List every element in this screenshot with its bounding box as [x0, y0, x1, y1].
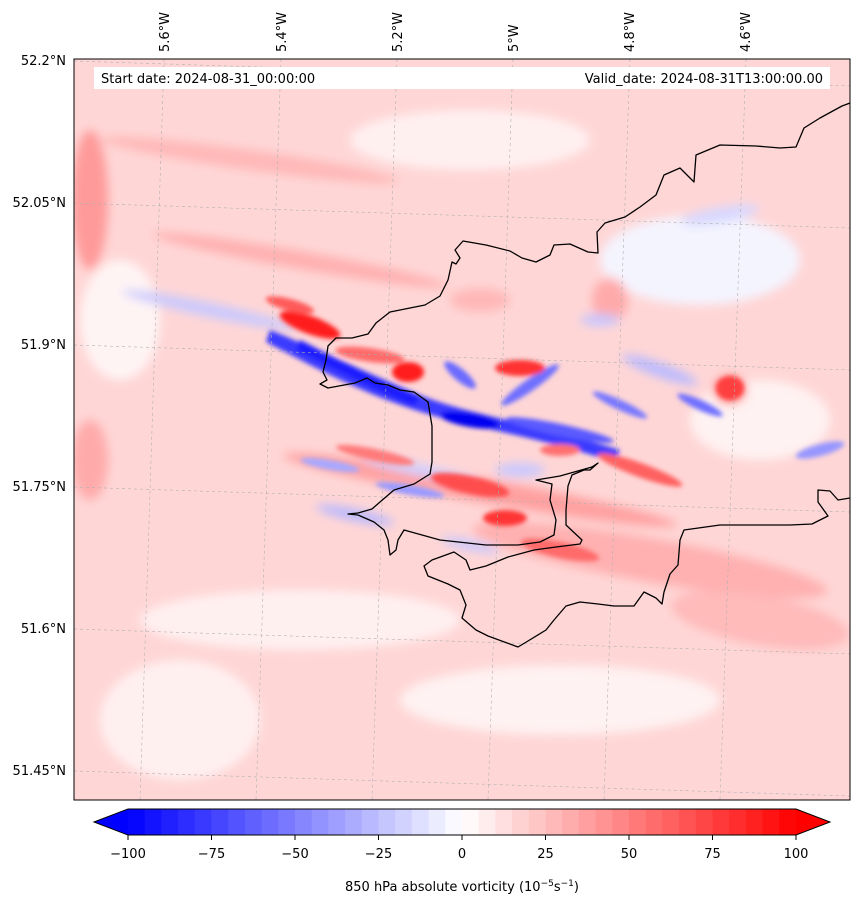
colorbar-segment [261, 809, 279, 835]
colorbar-segment [428, 809, 446, 835]
colorbar-segment [345, 809, 363, 835]
colorbar-segment [144, 809, 162, 835]
lat-tick-label: 52.2°N [21, 54, 66, 69]
colorbar-segment [295, 809, 313, 835]
colorbar-segment [562, 809, 580, 835]
colorbar-segment [478, 809, 496, 835]
colorbar-segments [128, 809, 797, 835]
colorbar-segment [578, 809, 597, 835]
colorbar-tick-label: −25 [365, 847, 392, 862]
colorbar-label: 850 hPa absolute vorticity (10−5s−1) [345, 879, 579, 895]
colorbar-segment [361, 809, 379, 835]
colorbar-segment [629, 809, 647, 835]
colorbar-tick-label: 100 [784, 847, 809, 862]
coastline [319, 102, 850, 648]
colorbar-tick-label: 75 [704, 847, 721, 862]
lon-tick-label: 5°W [507, 24, 522, 52]
lat-tick-label: 51.9°N [21, 338, 66, 353]
lon-tick-label: 5.6°W [158, 12, 173, 52]
colorbar-tick-label: 50 [621, 847, 638, 862]
colorbar-segment [695, 809, 713, 835]
colorbar-segment [395, 809, 413, 835]
colorbar-segment [278, 809, 296, 835]
colorbar-segment [178, 809, 196, 835]
colorbar-segment [679, 809, 697, 835]
colorbar-tick-labels: −100 −75 −50 −25 0 25 50 75 100 [110, 847, 808, 862]
colorbar-segment [595, 809, 613, 835]
colorbar-segment [311, 809, 329, 835]
colorbar-extend-low [94, 809, 128, 835]
colorbar-segment [712, 809, 730, 835]
latitude-tick-labels: 52.2°N 52.05°N 51.9°N 51.75°N 51.6°N 51.… [13, 54, 66, 779]
colorbar: −100 −75 −50 −25 0 25 50 75 100 850 hPa … [92, 808, 832, 895]
colorbar-extend-high [796, 809, 830, 835]
colorbar-segment [244, 809, 263, 835]
longitude-tick-labels: 5.6°W 5.4°W 5.2°W 5°W 4.8°W 4.6°W [158, 12, 754, 52]
colorbar-tick-label: 25 [537, 847, 554, 862]
lon-tick-label: 4.6°W [739, 12, 754, 52]
colorbar-segment [194, 809, 212, 835]
colorbar-tick-marks [127, 835, 797, 840]
colorbar-tick-label: −50 [281, 847, 308, 862]
colorbar-segment [462, 809, 480, 835]
colorbar-segment [128, 809, 146, 835]
start-date-label: Start date: 2024-08-31_00:00:00 [101, 72, 315, 87]
colorbar-segment [612, 809, 630, 835]
lon-tick-label: 5.4°W [275, 12, 290, 52]
colorbar-segment [512, 809, 530, 835]
colorbar-segment [745, 809, 764, 835]
colorbar-segment [228, 809, 246, 835]
colorbar-segment [445, 809, 463, 835]
date-banner-background [94, 67, 830, 89]
colorbar-tick-label: −100 [110, 847, 146, 862]
colorbar-segment [495, 809, 513, 835]
valid-date-label: Valid_date: 2024-08-31T13:00:00.00 [585, 72, 823, 87]
colorbar-segment [528, 809, 546, 835]
colorbar-segment [211, 809, 229, 835]
lat-tick-label: 51.6°N [21, 622, 66, 637]
lon-tick-label: 5.2°W [391, 12, 406, 52]
lat-tick-label: 51.75°N [13, 480, 66, 495]
colorbar-segment [161, 809, 179, 835]
colorbar-segment [779, 809, 797, 835]
colorbar-segment [378, 809, 396, 835]
colorbar-segment [729, 809, 747, 835]
colorbar-segment [328, 809, 346, 835]
colorbar-segment [662, 809, 680, 835]
colorbar-segment [645, 809, 663, 835]
colorbar-segment [762, 809, 780, 835]
lon-tick-label: 4.8°W [623, 12, 638, 52]
map-frame [73, 58, 851, 801]
colorbar-segment [545, 809, 563, 835]
lat-tick-label: 51.45°N [13, 764, 66, 779]
lat-tick-label: 52.05°N [13, 196, 66, 211]
colorbar-segment [411, 809, 430, 835]
colorbar-tick-label: −75 [198, 847, 225, 862]
vorticity-field [74, 59, 850, 800]
colorbar-tick-label: 0 [458, 847, 466, 862]
